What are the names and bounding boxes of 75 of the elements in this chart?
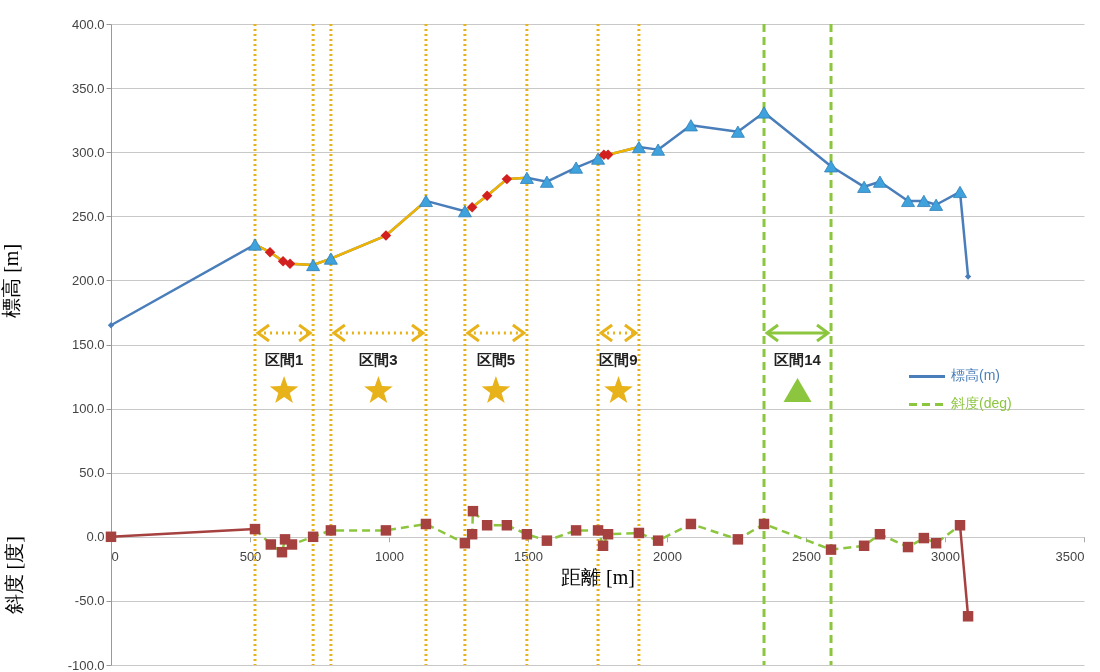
x-tick-label: 1000 [375,549,404,565]
point [306,258,321,272]
x-tick-label: 2000 [653,549,682,565]
point [570,525,582,536]
point [825,544,837,555]
y-tick-label: 50.0 [79,465,105,481]
point [758,518,770,530]
x-tick-label: 3500 [1055,549,1085,565]
x-tick-label: 0 [111,549,119,565]
point [874,528,886,540]
point [569,161,584,174]
y-tick-label: 200.0 [71,272,105,288]
point [539,175,554,188]
point [918,532,930,544]
y-tick-label: 250.0 [71,208,105,224]
ref-line-label: 区間14 [774,350,822,368]
y-tick-label: 0.0 [86,529,105,545]
x-tick-label: 2500 [792,549,821,565]
y-tick-label: 400.0 [71,16,105,32]
y-tick-label: 150.0 [71,337,105,352]
point [858,540,870,552]
point [954,520,966,531]
ref-line-label: 区間9 [599,350,638,368]
point [652,535,664,546]
x-tick-label: 1500 [514,549,543,565]
point [325,525,337,536]
x-tick-label: 500 [239,549,262,565]
point [323,252,338,265]
point [651,143,666,156]
text: 斜度(deg) [951,395,1012,412]
point [857,180,872,193]
point [541,535,553,546]
y-tick-label: -100.0 [67,657,105,672]
point [307,531,319,543]
point [519,171,534,184]
point [962,611,974,622]
ref-line-label: 区間5 [476,350,516,368]
y-axis-title: 標高 [m] [0,243,22,318]
point [380,525,392,536]
point [902,541,914,553]
point [929,198,944,211]
point [501,520,513,531]
text: 標高(m) [951,367,1000,384]
point [249,523,261,535]
point [916,194,931,207]
y-tick-label: 350.0 [71,80,105,96]
point [964,273,972,280]
point [105,531,117,543]
point [276,546,288,558]
point [286,539,298,550]
x-tick-label: 3000 [931,549,960,565]
point [457,205,472,218]
point [467,505,479,517]
point [521,528,533,540]
ref-line-label: 区間3 [359,350,398,368]
point [466,528,478,540]
point [685,518,697,530]
text: 斜度 [度] [3,536,25,615]
point [633,527,645,539]
point [602,528,614,540]
point [930,537,942,549]
point [592,525,604,536]
x-axis-title: 距離 [m] [561,566,635,589]
y-tick-label: 100.0 [71,401,105,417]
point [732,534,744,545]
point [683,119,698,132]
ref-line-label: 区間1 [264,350,304,368]
point [597,540,609,552]
point [107,322,115,329]
y-tick-label: -50.0 [74,593,105,609]
point [730,125,745,138]
point [481,520,493,531]
point [420,518,432,530]
point [265,539,277,550]
y-tick-label: 300.0 [71,144,105,160]
